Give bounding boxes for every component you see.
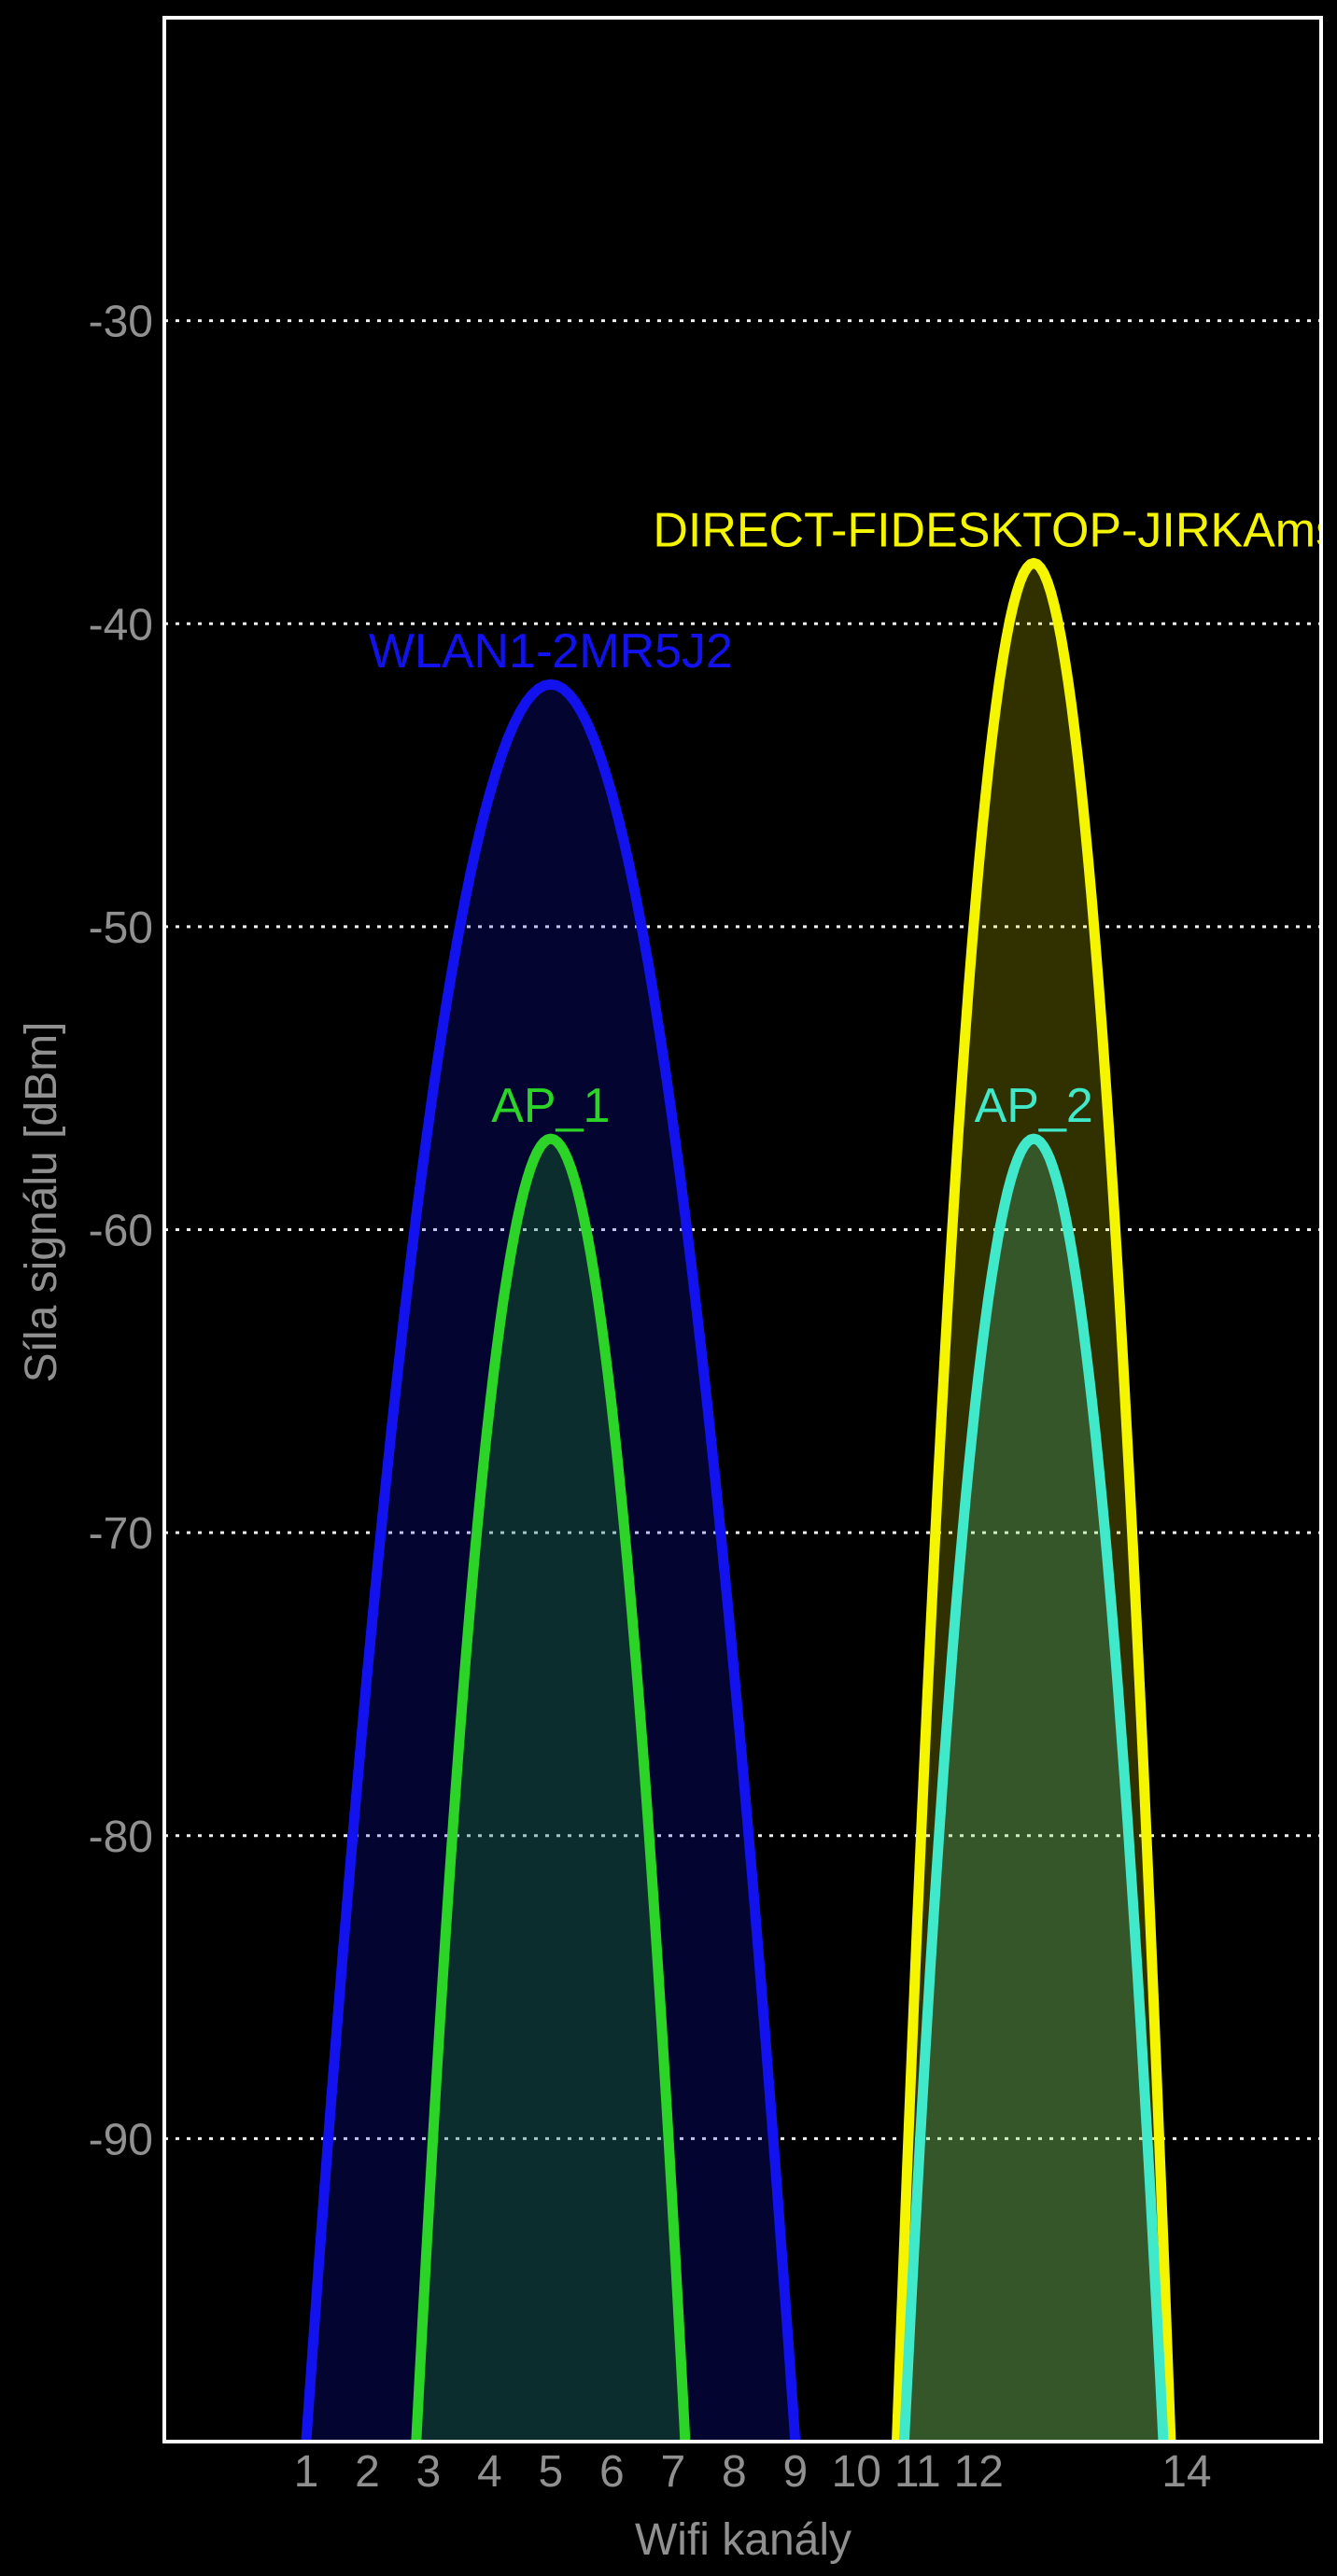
curve-AP_2 xyxy=(898,1133,1169,2442)
y-tick-label--40: -40 xyxy=(89,600,153,650)
x-tick-label-3: 3 xyxy=(416,2447,442,2497)
x-tick-label-12: 12 xyxy=(954,2447,1004,2497)
y-tick-label--60: -60 xyxy=(89,1207,153,1256)
x-tick-label-4: 4 xyxy=(477,2447,502,2497)
curve-fill-AP_2 xyxy=(904,1139,1163,2442)
ssid-label-AP_1: AP_1 xyxy=(491,1079,610,1133)
x-tick-label-11: 11 xyxy=(894,2447,941,2497)
x-axis-title: Wifi kanály xyxy=(634,2515,852,2565)
ssid-label-AP_2: AP_2 xyxy=(975,1079,1093,1133)
y-tick-label--70: -70 xyxy=(89,1509,153,1559)
curve-WLAN1-2MR5J2 xyxy=(301,679,801,2442)
curve-fill-WLAN1-2MR5J2 xyxy=(305,684,795,2442)
curve-DIRECT-FIDESKTOP-JIRKAms xyxy=(891,557,1176,2442)
y-tick-label--90: -90 xyxy=(89,2115,153,2164)
ssid-label-DIRECT-FIDESKTOP-JIRKAms: DIRECT-FIDESKTOP-JIRKAms xyxy=(653,503,1337,557)
plot-area: WLAN1-2MR5J2 AP_1 DIRECT-FIDESKTOP-JIRKAms… xyxy=(164,319,1337,2442)
plot-border xyxy=(162,16,1323,2443)
x-tick-label-14: 14 xyxy=(1161,2447,1211,2497)
y-axis-title: Síla signálu [dBm] xyxy=(17,1021,66,1383)
y-tick-label--50: -50 xyxy=(89,903,153,953)
x-tick-label-7: 7 xyxy=(660,2447,685,2497)
x-tick-label-9: 9 xyxy=(782,2447,808,2497)
ssid-label-WLAN1-2MR5J2: WLAN1-2MR5J2 xyxy=(369,624,733,679)
x-tick-label-6: 6 xyxy=(599,2447,625,2497)
x-tick-label-8: 8 xyxy=(722,2447,747,2497)
curve-AP_1 xyxy=(411,1133,691,2442)
x-tick-label-10: 10 xyxy=(832,2447,881,2497)
y-tick-label--80: -80 xyxy=(89,1813,153,1862)
y-tick-label--30: -30 xyxy=(89,298,153,347)
x-tick-label-5: 5 xyxy=(539,2447,564,2497)
x-tick-label-2: 2 xyxy=(355,2447,380,2497)
x-tick-label-1: 1 xyxy=(294,2447,319,2497)
